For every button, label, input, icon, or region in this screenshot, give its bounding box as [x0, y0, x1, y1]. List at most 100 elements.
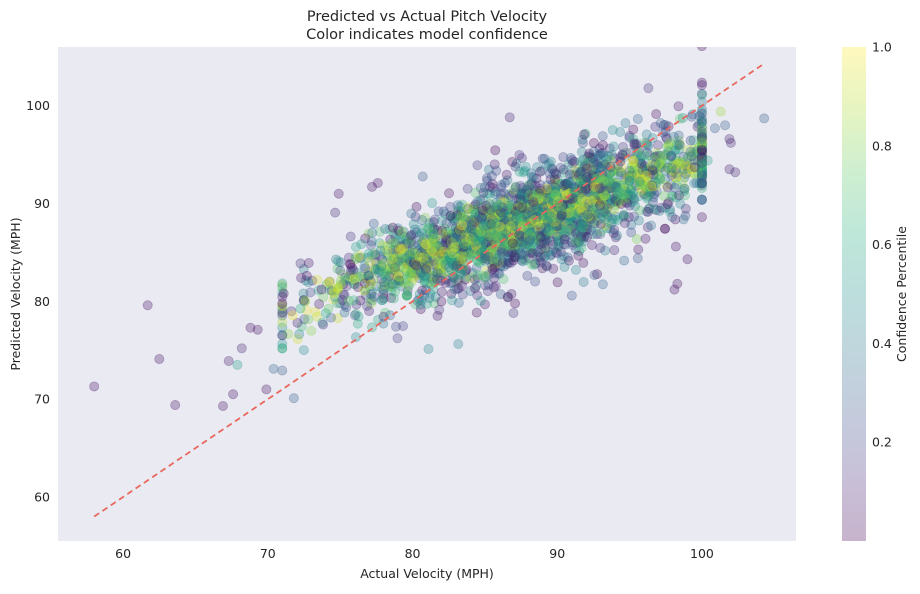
scatter-point [488, 209, 499, 220]
scatter-point [585, 152, 596, 163]
scatter-point [476, 213, 487, 224]
x-tick-label: 60 [115, 546, 131, 561]
scatter-point [512, 218, 523, 229]
scatter-point [364, 281, 375, 292]
scatter-point [376, 254, 387, 265]
scatter-point [482, 188, 493, 199]
scatter-point [505, 190, 516, 201]
scatter-point [431, 257, 442, 268]
scatter-point [455, 250, 466, 261]
scatter-point [467, 241, 478, 252]
scatter-point [606, 149, 617, 160]
scatter-point [577, 187, 588, 198]
scatter-point [696, 142, 707, 153]
scatter-point [457, 241, 468, 252]
scatter-point [525, 228, 536, 239]
scatter-point [511, 216, 522, 227]
scatter-point [631, 139, 642, 150]
scatter-point [598, 158, 609, 169]
scatter-point [456, 264, 467, 275]
scatter-point [507, 208, 518, 219]
scatter-point [514, 198, 525, 209]
scatter-point [340, 272, 351, 283]
scatter-point [642, 191, 653, 202]
scatter-point [582, 203, 593, 214]
scatter-point [407, 266, 418, 277]
scatter-point [451, 238, 462, 249]
scatter-point [556, 254, 567, 265]
scatter-point [641, 206, 652, 217]
scatter-point [644, 168, 655, 179]
scatter-point [671, 155, 682, 166]
scatter-point [419, 258, 430, 269]
scatter-point [544, 225, 555, 236]
scatter-point [696, 142, 707, 153]
scatter-point [558, 167, 569, 178]
scatter-point [363, 266, 374, 277]
scatter-point [576, 200, 587, 211]
scatter-point [449, 260, 460, 271]
scatter-point [584, 216, 595, 227]
scatter-point [370, 263, 381, 274]
scatter-point [515, 189, 526, 200]
scatter-point [556, 202, 567, 213]
scatter-point [597, 163, 608, 174]
scatter-point [694, 151, 705, 162]
scatter-point [278, 288, 289, 299]
scatter-point [517, 239, 528, 250]
scatter-point [333, 188, 344, 199]
scatter-point [372, 264, 383, 275]
scatter-point [594, 182, 605, 193]
scatter-point [656, 202, 667, 213]
scatter-point [459, 214, 470, 225]
scatter-point [619, 255, 630, 266]
scatter-point [389, 250, 400, 261]
scatter-point [411, 268, 422, 279]
scatter-point [632, 174, 643, 185]
scatter-point [598, 189, 609, 200]
scatter-point [640, 168, 651, 179]
scatter-point [360, 290, 371, 301]
scatter-point [490, 188, 501, 199]
scatter-point [629, 195, 640, 206]
scatter-point [515, 194, 526, 205]
scatter-point [651, 204, 662, 215]
scatter-point [455, 239, 466, 250]
y-tick-label: 70 [34, 392, 50, 407]
scatter-point [350, 275, 361, 286]
scatter-point [431, 239, 442, 250]
scatter-point [484, 209, 495, 220]
scatter-point [363, 228, 374, 239]
scatter-point [538, 238, 549, 249]
scatter-point [696, 107, 707, 118]
scatter-point [548, 225, 559, 236]
scatter-point [391, 321, 402, 332]
scatter-point [575, 156, 586, 167]
scatter-point [427, 229, 438, 240]
scatter-point [586, 195, 597, 206]
scatter-point [454, 232, 465, 243]
scatter-point [675, 158, 686, 169]
scatter-point [441, 241, 452, 252]
scatter-point [441, 226, 452, 237]
scatter-point [663, 146, 674, 157]
scatter-point [601, 192, 612, 203]
scatter-point [670, 214, 681, 225]
scatter-point [449, 261, 460, 272]
scatter-point [440, 266, 451, 277]
scatter-point [609, 214, 620, 225]
scatter-point [570, 223, 581, 234]
scatter-point [362, 252, 373, 263]
y-axis-label: Predicted Velocity (MPH) [8, 217, 23, 370]
scatter-point [543, 198, 554, 209]
scatter-point [622, 181, 633, 192]
scatter-point [635, 154, 646, 165]
scatter-point [478, 220, 489, 231]
scatter-point [455, 254, 466, 265]
scatter-point [696, 126, 707, 137]
scatter-point [503, 200, 514, 211]
scatter-point [696, 163, 707, 174]
x-tick-label: 70 [260, 546, 276, 561]
scatter-point [421, 267, 432, 278]
scatter-point [604, 198, 615, 209]
